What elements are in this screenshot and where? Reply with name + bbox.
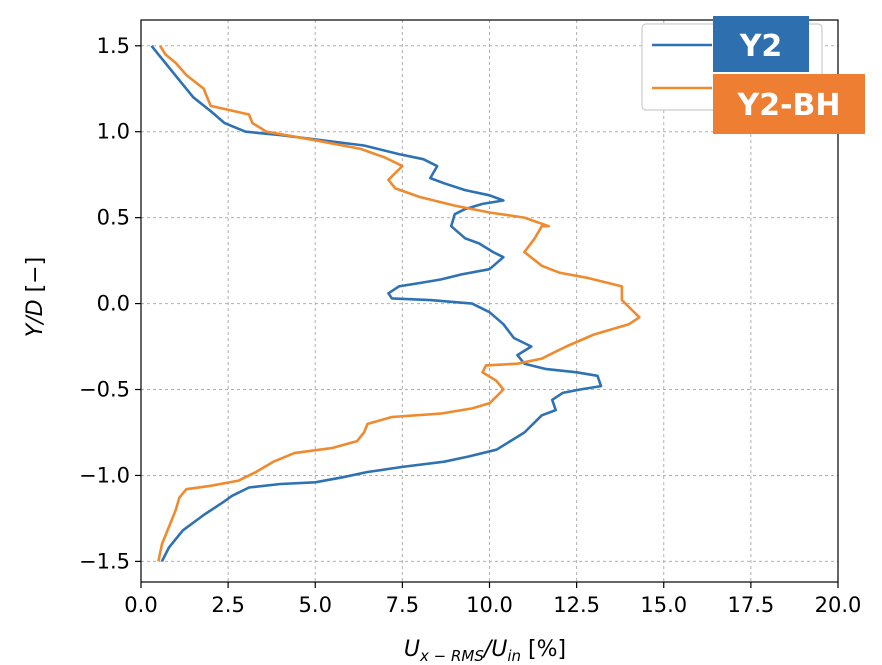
legend-label-y2: Y2 (739, 29, 783, 64)
x-axis-label-sub2: in (507, 647, 521, 665)
x-tick-label: 0.0 (124, 593, 157, 617)
y-axis-label: Y/D [−] (23, 257, 48, 337)
x-tick-label: 2.5 (211, 593, 244, 617)
x-axis-label-main: U (404, 637, 420, 662)
x-tick-label: 12.5 (553, 593, 600, 617)
x-tick-label: 17.5 (727, 593, 774, 617)
x-ticks: 0.0 2.5 5.0 7.5 10.0 12.5 15.0 17.5 20.0 (124, 582, 861, 617)
y-tick-label: 0.5 (97, 206, 130, 230)
y-tick-label: 1.5 (97, 34, 130, 58)
series-line-y2 (150, 44, 603, 562)
legend-label-y2-bh: Y2-BH (736, 88, 840, 123)
x-axis-label-unit: [%] (521, 637, 566, 662)
y-tick-label: 0.0 (97, 292, 130, 316)
legend-badge-y2 (713, 16, 809, 72)
x-tick-label: 5.0 (299, 593, 332, 617)
x-axis-label-slash: /U (482, 637, 508, 662)
y-ticks: −1.5 −1.0 −0.5 0.0 0.5 1.0 1.5 (79, 34, 141, 573)
x-axis-label-sub1: x − RMS (419, 647, 484, 665)
series-line-y2-bh (157, 45, 641, 562)
series-lines (150, 44, 641, 562)
y-axis-label-unit: [−] (23, 257, 48, 300)
y-tick-label: 1.0 (97, 120, 130, 144)
x-tick-label: 10.0 (466, 593, 513, 617)
legend-badge-y2-bh (713, 74, 865, 134)
y-tick-label: −0.5 (79, 378, 130, 402)
x-axis-label: Ux − RMS/Uin [%] (404, 637, 566, 665)
x-tick-label: 20.0 (815, 593, 862, 617)
x-tick-label: 7.5 (386, 593, 419, 617)
y-tick-label: −1.5 (79, 549, 130, 573)
y-axis-label-main: Y/D (23, 299, 48, 337)
x-tick-label: 15.0 (640, 593, 687, 617)
legend: Y2 Y2-BH (641, 16, 865, 134)
y-tick-label: −1.0 (79, 463, 130, 487)
